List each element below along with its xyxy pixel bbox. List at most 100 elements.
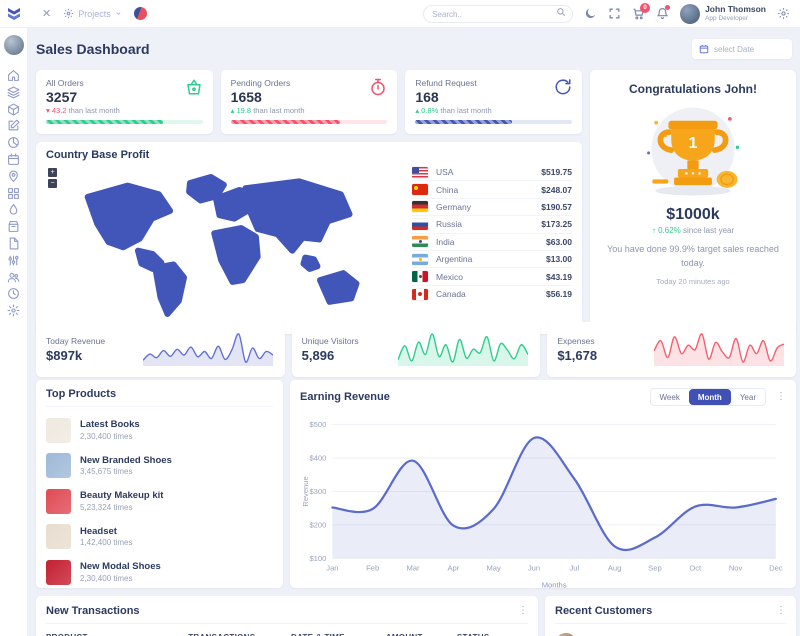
- sparkline-chart: [397, 328, 529, 371]
- bell-icon[interactable]: [656, 5, 671, 20]
- avatar: [555, 633, 577, 636]
- sidebar-item-grid[interactable]: [7, 187, 20, 200]
- map-zoom-out-button[interactable]: −: [48, 179, 57, 188]
- logo-icon: [8, 7, 20, 20]
- chart-more-options-icon[interactable]: ⋮: [776, 391, 786, 402]
- table-column-header: DATE & TIME: [291, 633, 386, 636]
- country-profit-value: $173.25: [541, 219, 572, 230]
- top-products-list: Latest Books 2,30,400 times New Branded …: [46, 417, 273, 585]
- world-map-svg[interactable]: [60, 164, 389, 329]
- notification-dot: [665, 5, 671, 10]
- sidebar-item-edit[interactable]: [7, 119, 20, 132]
- sidebar-item-pie-chart[interactable]: [7, 136, 20, 149]
- clock-icon: [7, 287, 20, 300]
- canada-flag-icon: [412, 288, 428, 300]
- svg-text:Revenue: Revenue: [301, 476, 310, 506]
- stat-value: 168: [415, 89, 439, 105]
- search-icon[interactable]: [556, 7, 566, 17]
- tab-week[interactable]: Week: [650, 389, 689, 405]
- stat-trend: ▴ 19.8 than last month: [230, 106, 305, 115]
- stat-progress: [415, 120, 572, 124]
- congrats-trend: 0.62%: [658, 226, 681, 235]
- fullscreen-icon[interactable]: [608, 7, 621, 20]
- country-profit-value: $56.19: [546, 289, 572, 300]
- sidebar-item-map-pin[interactable]: [7, 170, 20, 183]
- congrats-amount: $1000k: [666, 206, 720, 223]
- sidebar-item-file[interactable]: [7, 237, 20, 250]
- list-item[interactable]: Latest Books 2,30,400 times: [46, 417, 273, 443]
- main-content: Sales Dashboard All Orders 3257 ▾ 43.2 t…: [28, 28, 800, 636]
- sidebar-nav: [7, 69, 20, 321]
- country-profit-value: $43.19: [546, 271, 572, 282]
- country-row: Argentina $13.00: [412, 251, 572, 269]
- sidebar-item-clock[interactable]: [7, 287, 20, 300]
- date-picker[interactable]: [692, 39, 792, 59]
- map-zoom-in-button[interactable]: +: [48, 168, 57, 177]
- search-input[interactable]: [423, 5, 574, 24]
- sidebar-item-droplet[interactable]: [7, 203, 20, 216]
- svg-text:Months: Months: [542, 581, 567, 588]
- table-column-header: AMOUNT: [386, 633, 457, 636]
- usa-flag-icon: [412, 166, 428, 178]
- page-title: Sales Dashboard: [36, 41, 150, 57]
- country-row: Russia $173.25: [412, 216, 572, 234]
- list-item[interactable]: John Wicky: [555, 633, 786, 636]
- sidebar-avatar[interactable]: [3, 35, 24, 55]
- user-avatar: [680, 3, 701, 24]
- svg-text:Jun: Jun: [528, 563, 540, 572]
- customers-title: Recent Customers: [555, 605, 653, 617]
- product-name: New Branded Shoes: [80, 454, 172, 466]
- sidebar-item-sliders[interactable]: [7, 254, 20, 267]
- shop-icon: [7, 220, 20, 233]
- sidebar-item-home[interactable]: [7, 69, 20, 82]
- svg-text:Dec: Dec: [769, 563, 783, 572]
- sidebar-item-settings[interactable]: [7, 304, 20, 317]
- tab-month[interactable]: Month: [688, 389, 731, 405]
- layers-icon: [7, 86, 20, 99]
- sidebar-item-shop[interactable]: [7, 220, 20, 233]
- trophy-rank: 1: [689, 134, 698, 152]
- cart-icon[interactable]: 0: [632, 3, 651, 20]
- app-logo[interactable]: [0, 0, 28, 28]
- sidebar: [0, 28, 28, 636]
- customers-more-options-icon[interactable]: ⋮: [776, 605, 786, 616]
- product-thumbnail: [46, 453, 71, 478]
- country-base-profit-card: Country Base Profit + −: [36, 142, 582, 334]
- stat-trend: ▾ 43.2 than last month: [46, 106, 120, 115]
- svg-text:Jan: Jan: [326, 563, 338, 572]
- country-row: Germany $190.57: [412, 199, 572, 217]
- list-item[interactable]: New Modal Shoes 2,30,400 times: [46, 559, 273, 585]
- stat-value: 1658: [230, 89, 262, 105]
- country-name: Canada: [436, 289, 466, 300]
- earning-revenue-chart: $100 $200 $300 $400 $500 Jan Feb Mar Apr May Jun Ju…: [300, 410, 786, 588]
- list-item[interactable]: Headset 1,42,400 times: [46, 524, 273, 549]
- stat-progress: [230, 120, 388, 124]
- congrats-title: Congratulations John!: [629, 82, 757, 96]
- tab-year[interactable]: Year: [730, 389, 765, 405]
- settings-gear-icon[interactable]: [777, 7, 790, 20]
- transactions-more-options-icon[interactable]: ⋮: [518, 605, 528, 616]
- edit-icon: [7, 119, 20, 132]
- user-menu[interactable]: John Thomson App Developer: [680, 3, 766, 24]
- product-count: 5,23,324 times: [80, 502, 133, 512]
- sparkline-chart: [653, 328, 785, 371]
- dark-mode-moon-icon[interactable]: [584, 7, 597, 20]
- date-input[interactable]: [714, 44, 785, 54]
- sidebar-item-layers[interactable]: [7, 86, 20, 99]
- list-item[interactable]: New Branded Shoes 3,45,675 times: [46, 453, 273, 478]
- sidebar-item-cube[interactable]: [7, 103, 20, 116]
- menu-toggle-icon[interactable]: ✕: [42, 8, 52, 20]
- calendar-icon: [7, 153, 20, 166]
- top-products-title: Top Products: [46, 388, 117, 400]
- country-name: Argentina: [436, 254, 473, 265]
- language-flag-icon[interactable]: [133, 7, 147, 20]
- list-item[interactable]: Beauty Makeup kit 5,23,324 times: [46, 488, 273, 514]
- country-row: Mexico $43.19: [412, 268, 572, 286]
- table-column-header: PRODUCT: [46, 633, 188, 636]
- country-profit-table: USA $519.75 China $248.07 Germany $190.5…: [412, 164, 572, 329]
- svg-text:$100: $100: [309, 554, 326, 563]
- sidebar-item-users[interactable]: [7, 271, 20, 284]
- projects-dropdown[interactable]: Projects: [63, 8, 122, 19]
- sidebar-item-calendar[interactable]: [7, 153, 20, 166]
- droplet-icon: [7, 203, 20, 216]
